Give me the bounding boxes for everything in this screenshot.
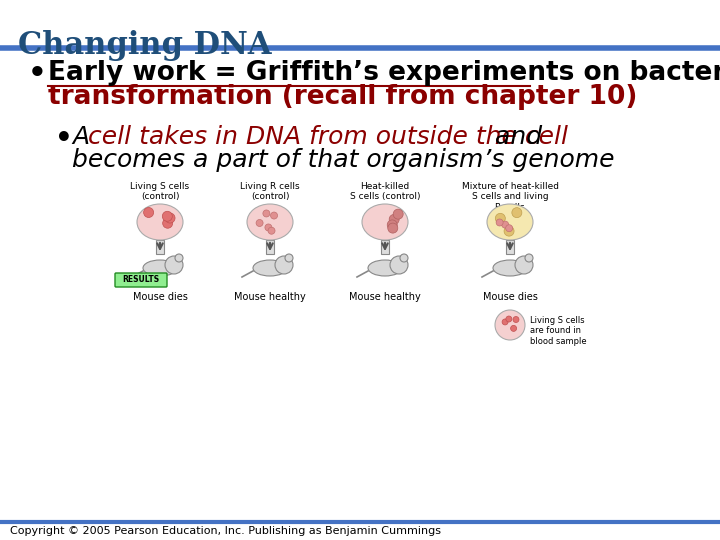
FancyBboxPatch shape bbox=[381, 240, 389, 254]
Ellipse shape bbox=[362, 204, 408, 240]
Text: and: and bbox=[487, 125, 542, 149]
Text: Mouse healthy: Mouse healthy bbox=[234, 292, 306, 302]
Circle shape bbox=[510, 326, 517, 332]
Text: Copyright © 2005 Pearson Education, Inc. Publishing as Benjamin Cummings: Copyright © 2005 Pearson Education, Inc.… bbox=[10, 526, 441, 536]
Circle shape bbox=[400, 254, 408, 262]
Text: RESULTS: RESULTS bbox=[122, 275, 160, 285]
Text: Changing DNA: Changing DNA bbox=[18, 30, 271, 61]
FancyBboxPatch shape bbox=[115, 273, 167, 287]
Text: Living R cells
(control): Living R cells (control) bbox=[240, 182, 300, 201]
Circle shape bbox=[495, 310, 525, 340]
Circle shape bbox=[506, 316, 512, 322]
Circle shape bbox=[175, 254, 183, 262]
Text: Living S cells
(control): Living S cells (control) bbox=[130, 182, 189, 201]
Circle shape bbox=[515, 256, 533, 274]
Circle shape bbox=[271, 212, 277, 219]
Circle shape bbox=[275, 256, 293, 274]
Text: becomes a part of that organism’s genome: becomes a part of that organism’s genome bbox=[72, 148, 614, 172]
Text: transformation (recall from chapter 10): transformation (recall from chapter 10) bbox=[48, 84, 637, 110]
Circle shape bbox=[265, 224, 272, 231]
Text: cell takes in DNA from outside the cell: cell takes in DNA from outside the cell bbox=[88, 125, 568, 149]
Ellipse shape bbox=[253, 260, 287, 276]
Circle shape bbox=[388, 223, 397, 233]
FancyBboxPatch shape bbox=[266, 240, 274, 254]
Text: Mixture of heat-killed
S cells and living
R cells: Mixture of heat-killed S cells and livin… bbox=[462, 182, 559, 212]
Circle shape bbox=[165, 256, 183, 274]
Ellipse shape bbox=[487, 204, 533, 240]
FancyBboxPatch shape bbox=[506, 240, 514, 254]
Text: Mouse dies: Mouse dies bbox=[132, 292, 187, 302]
Circle shape bbox=[512, 208, 522, 218]
Text: Mouse dies: Mouse dies bbox=[482, 292, 537, 302]
FancyBboxPatch shape bbox=[156, 240, 164, 254]
Circle shape bbox=[513, 316, 519, 322]
Circle shape bbox=[390, 256, 408, 274]
Ellipse shape bbox=[493, 260, 527, 276]
Circle shape bbox=[268, 227, 275, 234]
Ellipse shape bbox=[247, 204, 293, 240]
Circle shape bbox=[502, 221, 508, 228]
Circle shape bbox=[390, 214, 399, 224]
Text: Heat-killed
S cells (control): Heat-killed S cells (control) bbox=[350, 182, 420, 201]
Circle shape bbox=[256, 219, 263, 226]
Circle shape bbox=[505, 225, 513, 232]
Circle shape bbox=[143, 207, 153, 218]
Ellipse shape bbox=[368, 260, 402, 276]
Ellipse shape bbox=[143, 260, 177, 276]
Circle shape bbox=[162, 211, 172, 221]
Ellipse shape bbox=[137, 204, 183, 240]
Text: •: • bbox=[55, 125, 73, 153]
Text: A: A bbox=[72, 125, 97, 149]
Circle shape bbox=[504, 226, 514, 236]
Circle shape bbox=[502, 319, 508, 325]
Circle shape bbox=[163, 218, 173, 228]
Circle shape bbox=[495, 213, 505, 224]
Circle shape bbox=[285, 254, 293, 262]
Circle shape bbox=[525, 254, 533, 262]
Circle shape bbox=[393, 209, 403, 219]
Text: Early work = Griffith’s experiments on bacterial: Early work = Griffith’s experiments on b… bbox=[48, 60, 720, 86]
Circle shape bbox=[263, 210, 270, 217]
Text: •: • bbox=[28, 60, 47, 88]
Circle shape bbox=[165, 213, 175, 223]
Circle shape bbox=[387, 220, 397, 230]
Circle shape bbox=[496, 219, 503, 226]
Text: Living S cells
are found in
blood sample: Living S cells are found in blood sample bbox=[530, 316, 587, 346]
Text: Mouse healthy: Mouse healthy bbox=[349, 292, 421, 302]
